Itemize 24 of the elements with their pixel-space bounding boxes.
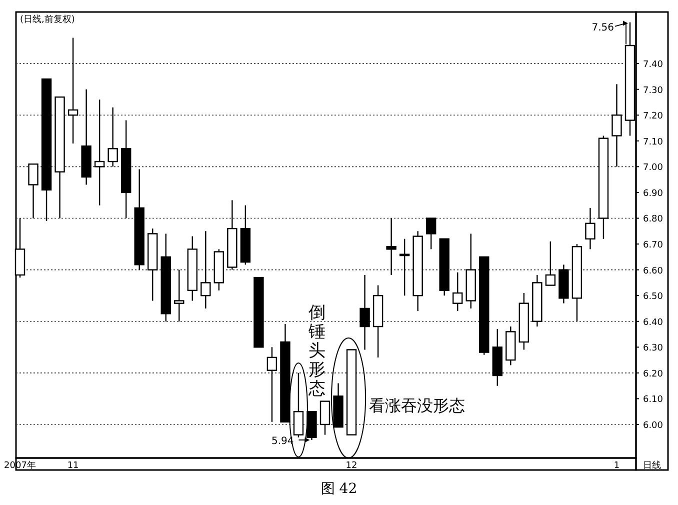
y-tick-label: 6.90: [642, 188, 664, 199]
annotation: 7.56: [592, 22, 614, 34]
y-tick-label: 6.80: [642, 214, 664, 225]
x-tick-label: 1: [614, 461, 620, 471]
y-tick-label: 6.00: [642, 420, 664, 431]
x-tick-label: 11: [67, 461, 79, 471]
y-tick-label: 6.40: [642, 318, 664, 328]
y-tick-label: 6.60: [642, 266, 664, 276]
y-tick-label: 7.40: [642, 60, 664, 70]
text: 日线: [643, 460, 661, 471]
annotation: 倒锤头形态: [308, 303, 326, 399]
y-tick-label: 6.30: [642, 344, 664, 354]
y-tick-label: 7.20: [642, 112, 664, 122]
y-tick-label: 7.30: [642, 86, 664, 96]
y-tick-label: 6.10: [642, 395, 664, 406]
y-tick-label: 6.70: [642, 240, 664, 251]
y-tick-label: 7.00: [642, 163, 664, 174]
y-tick-label: 6.50: [642, 292, 664, 302]
chart-title: (日线,前复权): [20, 14, 75, 25]
annotation: 看涨吞没形态: [369, 396, 465, 415]
y-tick-label: 7.10: [642, 137, 664, 148]
x-tick-label: 12: [346, 461, 358, 471]
caption: 图 42: [320, 481, 358, 497]
y-tick-label: 6.20: [642, 369, 664, 380]
